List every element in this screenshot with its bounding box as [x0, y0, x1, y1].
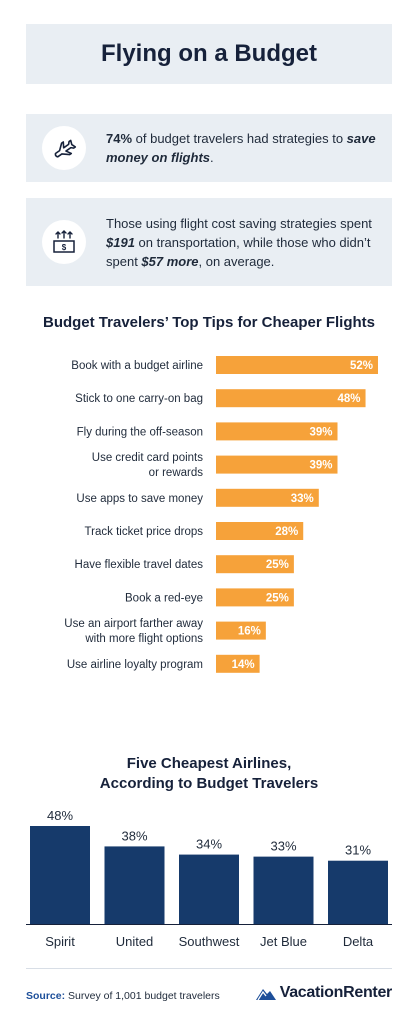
tip-category-label: Use credit card points	[92, 452, 203, 464]
tip-bar	[216, 422, 338, 441]
source-text: Survey of 1,001 budget travelers	[65, 990, 220, 1002]
stat-emphasis: save money on flights	[106, 131, 376, 165]
tip-value-label: 48%	[338, 393, 361, 405]
airline-value-label: 31%	[345, 843, 371, 858]
svg-text:$: $	[62, 243, 67, 252]
airline-bar	[253, 856, 314, 924]
title-banner: Flying on a Budget	[26, 24, 392, 84]
footer-divider	[26, 968, 392, 969]
stat-text-strategies: 74% of budget travelers had strategies t…	[106, 129, 392, 167]
logo-text: VacationRenter	[279, 984, 393, 1001]
footer-source: Source: Survey of 1,001 budget travelers	[26, 990, 220, 1002]
tip-category-label: Use an airport farther away	[64, 618, 203, 630]
airline-value-label: 33%	[270, 839, 296, 854]
tip-bar	[216, 654, 260, 673]
brand-logo: VacationRenter	[255, 984, 392, 1002]
stat-box-spending: $ Those using flight cost saving strateg…	[26, 198, 392, 286]
airline-value-label: 48%	[47, 808, 73, 823]
tip-bar	[216, 555, 294, 574]
tip-category-label: with more flight options	[84, 633, 203, 645]
airlines-title-line-2: According to Budget Travelers	[99, 775, 319, 792]
tip-bar	[216, 488, 319, 507]
stat2-value-b: $57 more	[141, 253, 199, 269]
tip-bar	[216, 455, 338, 474]
airplane-icon	[42, 126, 86, 170]
airline-value-label: 34%	[196, 837, 222, 852]
money-up-arrows-icon: $	[42, 220, 86, 264]
tip-category-label: Stick to one carry-on bag	[75, 393, 203, 405]
stat2-text-a: Those using flight cost saving strategie…	[106, 215, 372, 231]
page-title: Flying on a Budget	[101, 40, 317, 67]
tip-value-label: 16%	[238, 626, 261, 638]
tip-bar	[216, 356, 378, 374]
stat2-text-b: on transportation, while those who didn’…	[106, 234, 371, 269]
tip-category-label: Use airline loyalty program	[67, 659, 203, 671]
stat2-value-a: $191	[106, 234, 135, 250]
airline-category-label: Spirit	[45, 934, 75, 949]
stat-text-spending: Those using flight cost saving strategie…	[106, 214, 392, 271]
airline-category-label: Jet Blue	[260, 934, 307, 949]
tip-category-label: or rewards	[149, 467, 204, 479]
tips-chart-title: Budget Travelers’ Top Tips for Cheaper F…	[42, 314, 375, 331]
tip-bar	[216, 621, 266, 640]
stat-text-end: .	[210, 150, 214, 165]
airline-bar	[104, 846, 165, 924]
mountain-logo-icon	[255, 989, 276, 1001]
tip-category-label: Book a red-eye	[125, 592, 203, 604]
stat2-text-c: , on average.	[198, 253, 275, 269]
airlines-bar-chart: 48% Spirit 38% United 34% Southwest 33% Jet Blu…	[26, 808, 392, 949]
tip-category-label: Book with a budget airline	[71, 360, 203, 372]
tip-value-label: 25%	[266, 592, 289, 604]
tip-bar	[216, 522, 304, 540]
airlines-title-line-1: Five Cheapest Airlines,	[126, 755, 292, 772]
airline-bar	[328, 860, 388, 924]
tip-category-label: Use apps to save money	[76, 493, 203, 505]
airline-category-label: Delta	[343, 934, 374, 949]
airline-value-label: 38%	[121, 828, 147, 843]
airline-bar	[30, 826, 90, 924]
tip-bar	[216, 389, 366, 408]
airline-bar	[179, 854, 239, 924]
tip-value-label: 33%	[291, 493, 314, 505]
tip-value-label: 39%	[309, 426, 332, 438]
stat-text-mid: of budget travelers had strategies to	[132, 131, 347, 146]
tip-value-label: 25%	[266, 559, 289, 571]
airline-category-label: United	[116, 934, 154, 949]
tip-category-label: Fly during the off-season	[77, 426, 203, 438]
stat-box-strategies: 74% of budget travelers had strategies t…	[26, 114, 392, 182]
stat-percent: 74%	[106, 131, 133, 146]
tip-bar	[216, 588, 294, 607]
tip-category-label: Track ticket price drops	[85, 526, 204, 538]
tip-value-label: 39%	[309, 460, 332, 472]
tip-value-label: 14%	[232, 659, 255, 671]
source-label: Source:	[26, 990, 66, 1002]
tip-category-label: Have flexible travel dates	[75, 559, 204, 571]
airlines-chart-title: Five Cheapest Airlines, According to Bud…	[0, 754, 418, 794]
tips-bar-chart: 52% Book with a budget airline 48% Stick to…	[64, 356, 378, 673]
tip-value-label: 28%	[275, 526, 298, 538]
tip-value-label: 52%	[350, 360, 373, 372]
airline-category-label: Southwest	[179, 934, 240, 949]
